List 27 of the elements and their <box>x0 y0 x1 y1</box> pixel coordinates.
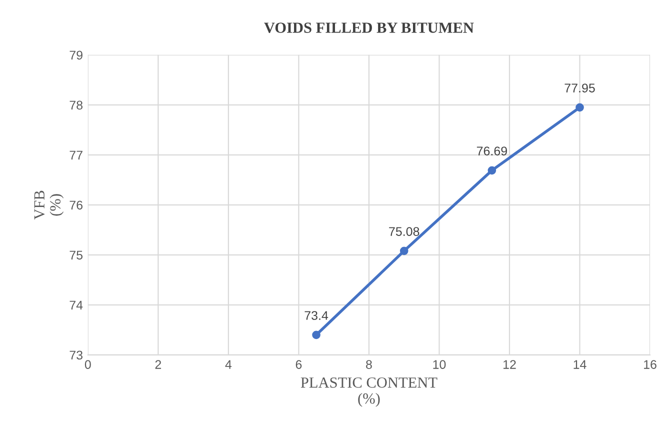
x-tick-label: 12 <box>503 360 516 369</box>
y-tick-label: 74 <box>70 300 83 310</box>
point <box>312 330 320 340</box>
point <box>488 166 496 175</box>
x-tick-label: 4 <box>225 360 232 369</box>
y-tick-label: 76 <box>70 200 83 210</box>
x-axis-title: PLASTIC CONTENT (%) <box>300 377 438 407</box>
data-label: 77.95 <box>564 84 595 92</box>
data-label: 76.69 <box>476 146 507 156</box>
x-tick-label: 8 <box>366 360 372 369</box>
chart-title: VOIDS FILLED BY BITUMEN <box>264 22 474 33</box>
data-label: 73.4 <box>304 311 328 320</box>
x-tick-label: 10 <box>433 360 446 369</box>
x-tick-label: 0 <box>84 360 91 369</box>
y-tick-label: 77 <box>70 150 82 160</box>
y-tick-label: 73 <box>70 350 83 360</box>
y-tick-label: 75 <box>70 250 83 260</box>
x-tick-label: 16 <box>644 360 656 369</box>
y-axis-title: VFB (%) <box>34 190 64 220</box>
data-label: 75.08 <box>389 227 420 236</box>
y-tick-label: 78 <box>70 100 83 110</box>
y-tick-label: 79 <box>70 50 82 60</box>
point <box>576 103 584 112</box>
x-tick-label: 14 <box>574 360 586 369</box>
x-tick-label: 2 <box>155 360 162 369</box>
x-tick-label: 6 <box>296 360 302 369</box>
point <box>400 246 408 256</box>
